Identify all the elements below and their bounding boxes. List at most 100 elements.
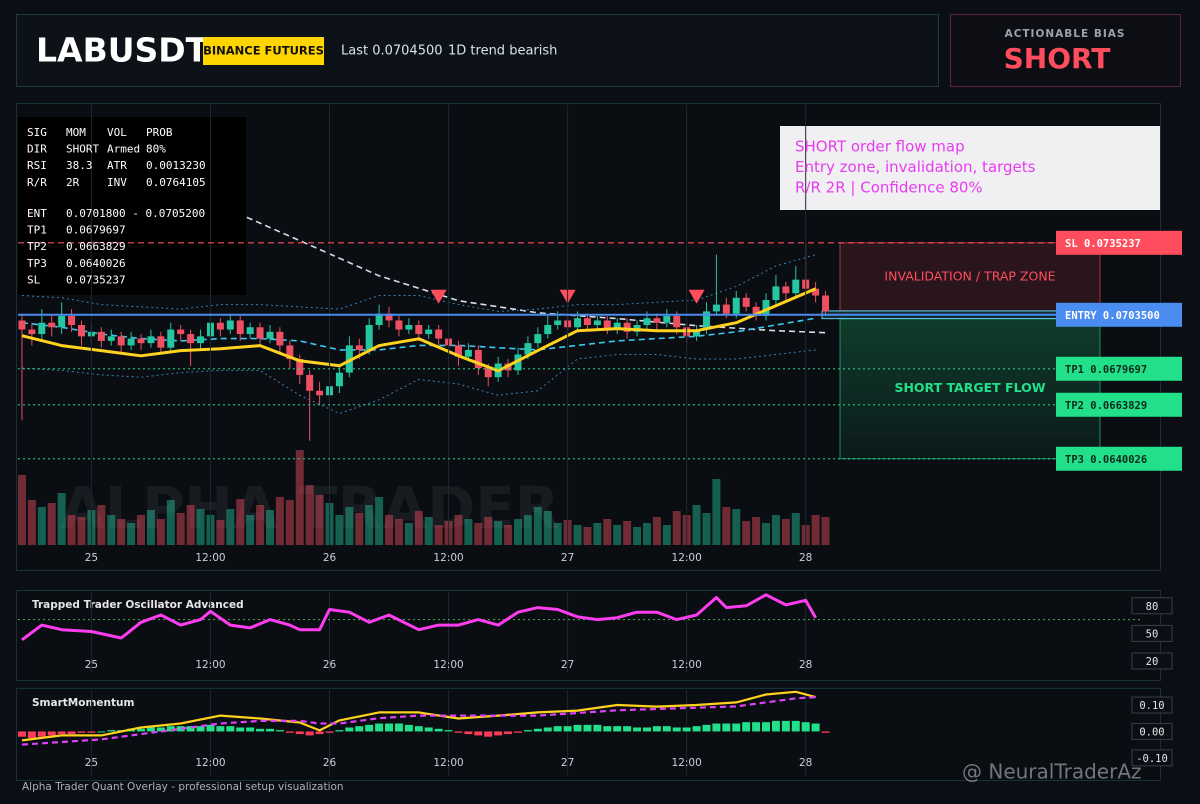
info-cell: Armed <box>107 143 140 156</box>
momentum-bar <box>523 730 532 732</box>
momentum-panel <box>16 688 1161 781</box>
volume-bar <box>603 519 612 545</box>
candle-body <box>812 288 820 296</box>
candle-body <box>187 334 195 344</box>
momentum-bar <box>762 722 771 732</box>
momentum-bar <box>325 731 334 733</box>
candle-body <box>583 318 591 325</box>
volume-bar <box>216 520 225 545</box>
candle-body <box>673 315 681 328</box>
volume-bar <box>107 515 116 545</box>
candle-body <box>663 315 671 323</box>
level-tag <box>1056 392 1182 417</box>
momentum-bar <box>345 727 354 732</box>
x-tick-label: 26 <box>323 552 337 564</box>
info-cell: 80% <box>146 143 166 156</box>
candle-body <box>435 329 443 339</box>
footer: Alpha Trader Quant Overlay - professiona… <box>22 781 344 793</box>
momentum-bar <box>434 728 443 732</box>
info-cell: INV <box>107 176 127 189</box>
volume-bar <box>355 513 364 545</box>
momentum-bar <box>633 727 642 732</box>
volume-bar <box>633 527 642 545</box>
x-tick-label: 12:00 <box>433 659 463 671</box>
y-tick-label: 0.00 <box>1139 726 1164 738</box>
volume-bar <box>523 515 532 545</box>
level-label: TP1 0.0679697 <box>1065 364 1147 376</box>
candle-body <box>167 329 175 348</box>
momentum-bar <box>156 727 165 732</box>
volume-bar <box>781 519 790 545</box>
volume-bar <box>37 507 46 545</box>
volume-bar <box>484 517 493 545</box>
momentum-bar <box>176 726 185 732</box>
candle-body <box>752 306 760 316</box>
momentum-bar <box>682 727 691 732</box>
momentum-bar <box>484 731 493 737</box>
sell-signal <box>430 289 447 304</box>
x-tick-label: 27 <box>561 757 574 769</box>
volume-bar <box>47 503 56 545</box>
momentum-bar <box>315 731 324 735</box>
x-tick-label: 12:00 <box>195 552 225 564</box>
momentum-bar <box>196 726 205 732</box>
momentum-bar <box>702 724 711 732</box>
volume-bar <box>335 515 344 545</box>
candle-body <box>742 297 750 307</box>
momentum-bar <box>275 730 284 732</box>
momentum-bar <box>424 727 433 732</box>
sell-signal <box>688 289 705 304</box>
momentum-bar <box>107 730 116 732</box>
candle-body <box>385 313 393 321</box>
volume-bar <box>702 513 711 545</box>
volume-bar <box>385 515 394 545</box>
candle-body <box>653 318 661 323</box>
momentum-bar <box>553 726 562 732</box>
volume-bar <box>474 523 483 545</box>
info-cell: TP3 <box>27 257 47 270</box>
candle-body <box>306 374 314 391</box>
momentum-bar <box>57 731 66 735</box>
momentum-bar <box>285 731 294 733</box>
level-tag <box>1056 302 1182 327</box>
x-tick-label: 27 <box>561 552 574 564</box>
candle-body <box>28 329 36 335</box>
momentum-bar <box>335 730 344 732</box>
candle-body <box>514 354 522 371</box>
candle-body <box>693 329 701 337</box>
candle-body <box>554 320 562 325</box>
candle-body <box>762 300 770 316</box>
volume-bar <box>67 515 76 545</box>
candle-body <box>375 313 383 325</box>
info-cell: 0.0764105 <box>146 176 206 189</box>
bias-value: SHORT <box>1004 42 1111 75</box>
info-cell: TP1 <box>27 224 47 237</box>
momentum-bar <box>444 730 453 732</box>
info-panel <box>18 117 246 295</box>
volume-bar <box>256 505 265 545</box>
momentum-bar <box>355 726 364 732</box>
momentum-bar <box>67 731 76 735</box>
candle-body <box>127 338 135 346</box>
candle-body <box>534 334 542 344</box>
candle-body <box>712 304 720 312</box>
volume-bar <box>613 525 622 545</box>
momentum-bar <box>146 727 155 732</box>
momentum-bar <box>732 723 741 732</box>
annotation-line: R/R 2R | Confidence 80% <box>795 179 983 197</box>
volume-bar <box>662 525 671 545</box>
header-box <box>16 14 939 87</box>
line-series <box>21 593 817 642</box>
volume-bar <box>583 527 592 545</box>
volume-bar <box>742 521 751 545</box>
line-series <box>21 287 817 373</box>
y-tick-box <box>1131 624 1173 642</box>
volume-bar <box>771 515 780 545</box>
candle-body <box>345 345 353 373</box>
info-cell: 0.0640026 <box>66 257 126 270</box>
momentum-bar <box>414 726 423 732</box>
volume-bar <box>196 509 205 545</box>
y-tick-box <box>1131 652 1173 670</box>
candle-body <box>702 311 710 330</box>
x-tick-label: 12:00 <box>195 757 225 769</box>
